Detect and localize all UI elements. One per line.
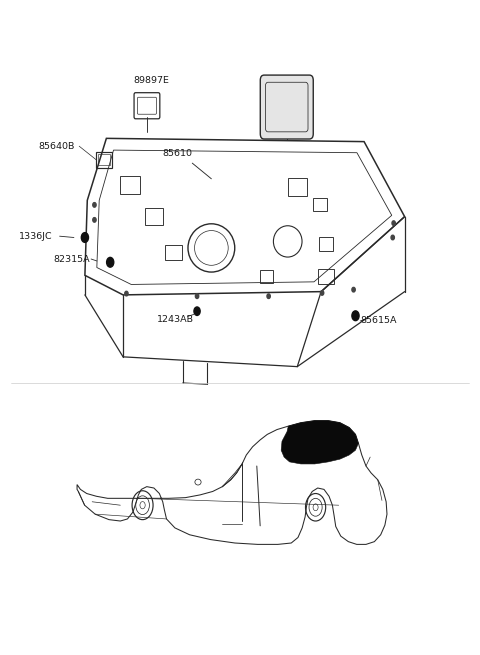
Circle shape bbox=[125, 291, 128, 296]
Text: 1336JC: 1336JC bbox=[19, 232, 53, 240]
Circle shape bbox=[107, 257, 114, 267]
Polygon shape bbox=[281, 421, 359, 464]
Text: 85610: 85610 bbox=[162, 149, 192, 158]
Text: 1243AB: 1243AB bbox=[157, 315, 194, 324]
Text: 96369: 96369 bbox=[270, 76, 300, 85]
Circle shape bbox=[93, 217, 96, 222]
Circle shape bbox=[352, 311, 359, 321]
Text: 89897E: 89897E bbox=[134, 76, 169, 85]
Circle shape bbox=[391, 235, 395, 240]
FancyBboxPatch shape bbox=[260, 75, 313, 139]
Circle shape bbox=[352, 288, 355, 292]
Circle shape bbox=[93, 202, 96, 207]
Text: 82315A: 82315A bbox=[54, 255, 90, 263]
Circle shape bbox=[81, 233, 88, 242]
Circle shape bbox=[321, 291, 324, 295]
Text: 85615A: 85615A bbox=[360, 316, 396, 326]
Text: 85640B: 85640B bbox=[38, 141, 74, 151]
Circle shape bbox=[195, 294, 199, 299]
Circle shape bbox=[392, 221, 396, 225]
Circle shape bbox=[267, 294, 270, 299]
Circle shape bbox=[194, 307, 200, 316]
